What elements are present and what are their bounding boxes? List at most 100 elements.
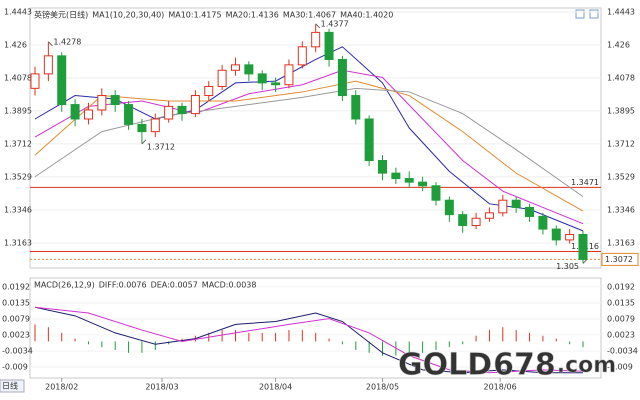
y-tick-label-right: 1.3712: [607, 139, 635, 148]
candle-body: [471, 217, 481, 226]
candle-body: [337, 58, 347, 97]
candle-body: [391, 172, 401, 180]
candle-body: [271, 82, 281, 86]
y-tick-label: -0.009: [2, 363, 28, 372]
indicator-line: [34, 306, 583, 374]
annotation-pointer: [141, 139, 147, 145]
candle-body: [404, 178, 414, 183]
header-text: MACD:0.0038: [202, 281, 257, 290]
candle-body: [525, 206, 535, 217]
candle-body: [110, 95, 120, 106]
candle-body: [538, 215, 548, 230]
candle-body: [484, 212, 494, 219]
y-tick-label: 1.3163: [4, 238, 32, 247]
candle-body: [230, 64, 240, 71]
y-tick-label-right: 0.0079: [607, 314, 635, 323]
annotation-pointer: [315, 23, 321, 29]
y-tick-label: -0.0034: [2, 347, 33, 356]
x-tick-label: 2018/03: [145, 383, 178, 392]
annotation-label: 1.305: [556, 262, 579, 271]
candle-body: [284, 64, 294, 86]
annotation-label: 1.4278: [53, 37, 81, 46]
candle-body: [565, 234, 575, 241]
header-text: 英镑美元(日线): [34, 10, 88, 20]
period-label: 日线: [2, 381, 18, 391]
y-tick-label-right: 0.0023: [607, 330, 635, 339]
x-tick-label: 2018/05: [366, 383, 399, 392]
candle-body: [444, 199, 454, 216]
icon[interactable]: [589, 9, 599, 19]
y-tick-label: 1.3529: [4, 172, 32, 181]
price-frame: [29, 7, 602, 269]
y-tick-label: 1.3895: [4, 106, 32, 115]
y-tick-label-right: 1.3163: [607, 238, 635, 247]
header-text: MACD(26,12,9): [34, 281, 95, 290]
candle-body: [244, 64, 254, 75]
y-tick-label-right: 1.3529: [607, 172, 635, 181]
candle-body: [83, 109, 93, 120]
header-text: MA30:1.4067: [283, 11, 336, 20]
candle-body: [551, 228, 561, 241]
candle-body: [204, 86, 214, 97]
icon[interactable]: [575, 9, 585, 19]
watermark: .com: [557, 353, 616, 378]
annotation-pointer: [582, 259, 588, 264]
last-price-box: [601, 252, 639, 266]
reference-label: 1.3471: [571, 178, 599, 187]
header-text: DIFF:0.0076: [99, 281, 147, 290]
candle-body: [43, 55, 53, 75]
y-tick-label: 1.3712: [4, 139, 32, 148]
y-tick-label-right: 1.4078: [607, 73, 635, 82]
candle-body: [498, 199, 508, 214]
y-tick-label: 0.0079: [2, 314, 30, 323]
candle-body: [458, 214, 468, 226]
candle-body: [511, 199, 521, 208]
annotation-label: 1.3712: [147, 142, 175, 151]
annotation-label: 1.4377: [321, 19, 349, 28]
candle-body: [164, 105, 174, 120]
last-price-label: 1.3072: [605, 255, 633, 264]
candle-body: [70, 104, 80, 120]
header-text: MA1(10,20,30,40): [92, 11, 164, 20]
candle-body: [137, 123, 147, 133]
header-text: MA20:1.4136: [226, 11, 279, 20]
y-tick-label: 0.0192: [2, 282, 30, 291]
candle-body: [97, 95, 107, 111]
y-tick-label-right: -0.0034: [607, 347, 638, 356]
y-tick-label: 1.4078: [4, 73, 32, 82]
x-tick-label: 2018/04: [259, 383, 292, 392]
y-tick-label-right: 1.3346: [607, 205, 635, 214]
candle-body: [378, 160, 388, 174]
candle-body: [431, 185, 441, 201]
candle-body: [578, 234, 588, 260]
y-tick-label: 1.3346: [4, 205, 32, 214]
watermark: 678: [493, 348, 556, 383]
header-text: MA10:1.4175: [168, 11, 221, 20]
header-text: MA40:1.4020: [340, 11, 393, 20]
y-tick-label-right: 1.3895: [607, 106, 635, 115]
y-tick-label-right: 1.426: [607, 41, 630, 50]
x-tick-label: 2018/02: [45, 383, 78, 392]
indicator-line: [34, 87, 584, 198]
candle-body: [57, 55, 67, 106]
candle-body: [311, 31, 321, 48]
y-tick-label: 0.0135: [2, 299, 30, 308]
candle-body: [190, 95, 200, 115]
y-tick-label: 1.426: [4, 41, 27, 50]
y-tick-label-right: 0.0192: [607, 282, 635, 291]
toolbar-icons: [575, 9, 599, 19]
candle-body: [297, 46, 307, 66]
candle-body: [351, 95, 361, 120]
x-tick-label: 2018/06: [484, 383, 517, 392]
macd-frame: [29, 277, 602, 379]
indicator-line: [34, 306, 584, 374]
y-tick-label: 0.0023: [2, 330, 30, 339]
candle-body: [324, 31, 334, 60]
annotation-pointer: [48, 41, 53, 47]
watermark: GOLD: [398, 348, 492, 383]
indicator-line: [34, 80, 584, 212]
candle-body: [364, 118, 374, 162]
y-tick-label-right: 1.4443: [607, 7, 635, 16]
